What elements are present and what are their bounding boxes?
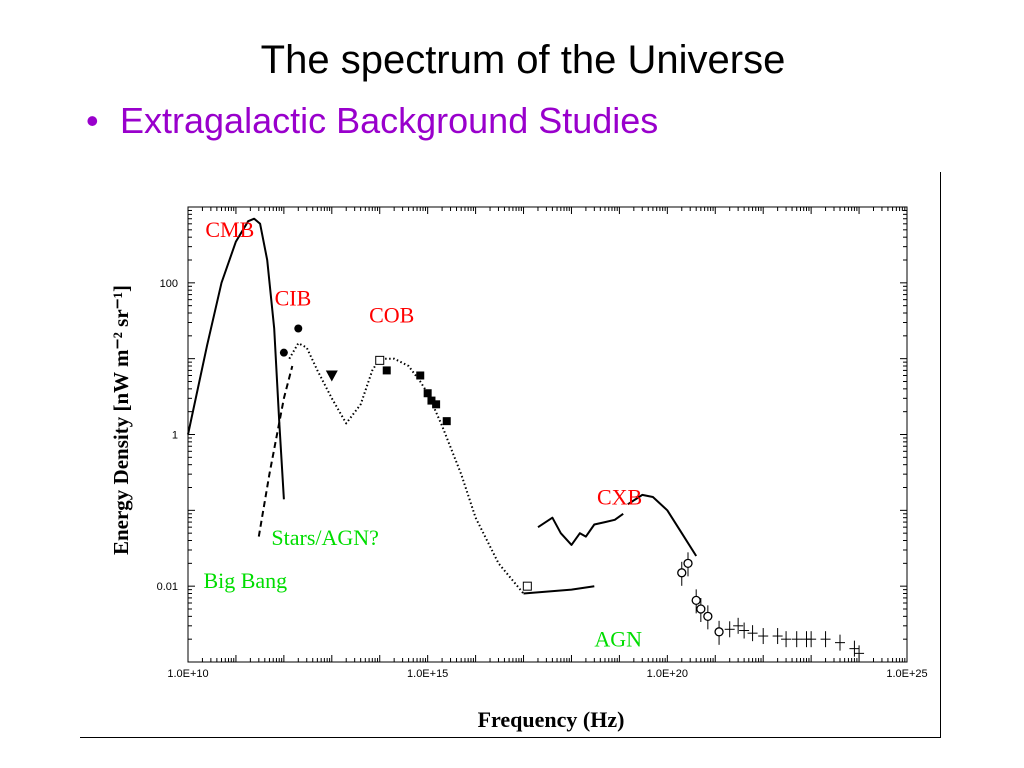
annotation-label: COB (369, 302, 414, 327)
data-point (325, 370, 338, 382)
plot-frame (187, 206, 908, 663)
series-line-1 (257, 365, 294, 537)
x-tick-label: 1.0E+10 (167, 668, 208, 680)
data-point (427, 396, 436, 405)
bullet-dot: • (86, 100, 99, 141)
data-point (703, 611, 713, 621)
data-point (683, 558, 693, 568)
annotation-label: Big Bang (203, 568, 287, 593)
series-layer (187, 217, 698, 595)
data-point (416, 371, 425, 380)
x-axis-label: Frequency (Hz) (478, 707, 625, 732)
annotation-label: AGN (594, 627, 642, 652)
x-tick-label: 1.0E+25 (886, 668, 927, 680)
data-point (442, 417, 451, 426)
data-point (714, 627, 724, 637)
annotation-label: Stars/AGN? (271, 525, 379, 550)
annotation-label: CXB (597, 484, 642, 509)
annotation-label: CIB (275, 286, 312, 311)
figure-frame-right (940, 172, 941, 738)
annotation-label: CMB (205, 217, 254, 242)
data-point (382, 366, 391, 375)
bullet-text: Extragalactic Background Studies (120, 100, 659, 141)
data-point (432, 400, 441, 409)
y-axis-label: Energy Density [nW m⁻² sr⁻¹] (109, 285, 133, 555)
series-line-3 (523, 585, 595, 595)
series-line-2 (288, 342, 525, 595)
data-point (677, 568, 687, 578)
data-point (522, 581, 532, 591)
series-line-0 (187, 217, 285, 500)
series-line-4 (537, 512, 624, 546)
data-point (691, 595, 701, 606)
y-tick-label: 1 (172, 430, 178, 442)
data-point (279, 348, 288, 357)
data-point (375, 355, 385, 365)
bullet-item: • Extragalactic Background Studies (86, 100, 658, 142)
y-tick-label: 0.01 (157, 581, 178, 593)
series-line-5 (627, 493, 698, 557)
annotation-layer: CMB CIB COB CXB Stars/AGN? Big Bang AGN (203, 217, 642, 651)
figure-frame-bottom (80, 737, 941, 738)
slide-title: The spectrum of the Universe (260, 38, 786, 82)
marker-layer (279, 324, 865, 662)
data-point (294, 324, 303, 333)
data-point (423, 389, 432, 398)
x-tick-label: 1.0E+15 (407, 668, 448, 680)
chart-axes: 1.0E+10 1.0E+15 1.0E+20 1.0E+25 100 1 0.01 (157, 206, 928, 680)
x-tick-label: 1.0E+20 (647, 668, 688, 680)
data-point (696, 604, 706, 614)
y-tick-label: 100 (160, 278, 178, 290)
